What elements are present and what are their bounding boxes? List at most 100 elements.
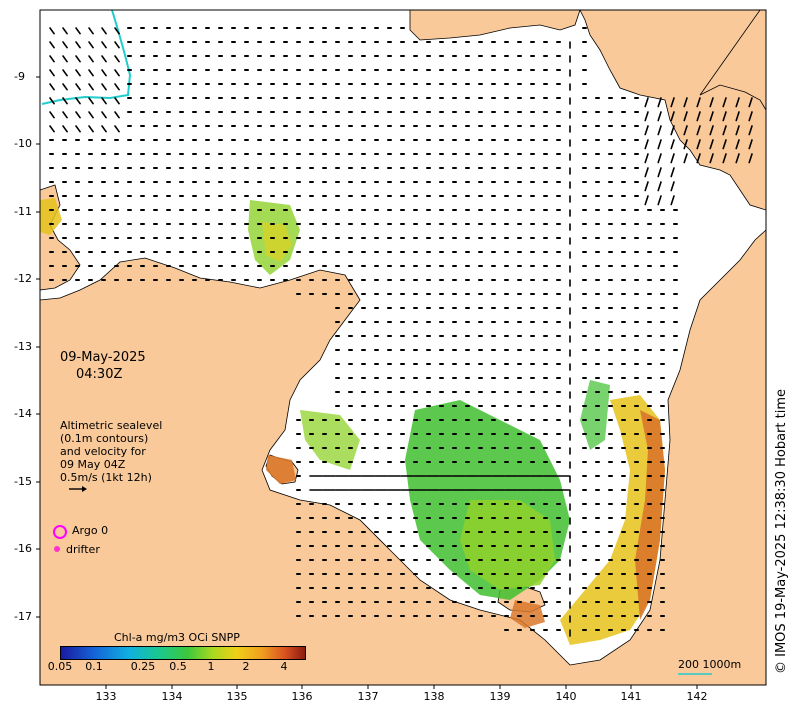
x-tick-label: 142 bbox=[686, 690, 708, 703]
y-tick-label: -10 bbox=[14, 137, 32, 150]
velocity-arrow bbox=[75, 125, 81, 133]
velocity-arrow bbox=[62, 55, 68, 63]
velocity-arrow bbox=[62, 125, 68, 133]
colorbar-tick-label: 0.25 bbox=[130, 660, 156, 673]
velocity-arrow bbox=[75, 97, 81, 105]
x-tick-label: 137 bbox=[357, 690, 379, 703]
velocity-arrow bbox=[62, 83, 68, 91]
velocity-arrow bbox=[644, 153, 649, 164]
velocity-arrow bbox=[683, 139, 688, 150]
velocity-arrow bbox=[49, 111, 55, 119]
velocity-arrow bbox=[709, 97, 714, 108]
axis-ticks bbox=[36, 76, 698, 689]
colorbar-title: Chl-a mg/m3 OCi SNPP bbox=[114, 631, 240, 644]
velocity-arrow bbox=[735, 139, 740, 150]
colorbar-gradient bbox=[60, 646, 306, 660]
argo-marker-icon bbox=[53, 525, 67, 539]
velocity-arrow bbox=[62, 41, 68, 49]
velocity-arrow bbox=[696, 97, 701, 108]
velocity-arrow bbox=[88, 111, 94, 119]
velocity-arrow bbox=[735, 125, 740, 136]
velocity-arrow bbox=[49, 97, 55, 105]
velocity-arrow bbox=[114, 55, 120, 63]
velocity-arrow bbox=[49, 27, 55, 35]
velocity-arrow bbox=[88, 41, 94, 49]
legend-arrow-icon bbox=[69, 486, 87, 492]
legend-line-4: 09 May 04Z bbox=[60, 458, 126, 471]
velocity-arrow bbox=[49, 125, 55, 133]
velocity-arrow bbox=[644, 139, 649, 150]
velocity-arrow bbox=[657, 153, 662, 164]
velocity-arrow bbox=[75, 111, 81, 119]
velocity-arrow bbox=[748, 153, 753, 164]
x-tick-label: 139 bbox=[489, 690, 511, 703]
colorbar-tick-label: 0.05 bbox=[47, 660, 73, 673]
credit-text: © IMOS 19-May-2025 12:38:30 Hobart time bbox=[774, 389, 789, 674]
velocity-arrow bbox=[657, 139, 662, 150]
velocity-arrow bbox=[62, 27, 68, 35]
colorbar-tick-label: 0.1 bbox=[85, 660, 103, 673]
velocity-arrow bbox=[88, 83, 94, 91]
velocity-arrow bbox=[75, 41, 81, 49]
velocity-arrow bbox=[657, 195, 662, 206]
velocity-arrow bbox=[114, 83, 120, 91]
velocity-arrow bbox=[101, 55, 107, 63]
chlorophyll-field bbox=[40, 198, 665, 645]
velocity-arrow bbox=[114, 69, 120, 77]
velocity-arrow bbox=[683, 153, 688, 164]
velocity-arrow bbox=[101, 69, 107, 77]
velocity-arrow bbox=[62, 97, 68, 105]
velocity-arrow bbox=[670, 97, 675, 108]
drifter-label: drifter bbox=[66, 543, 100, 556]
velocity-arrow bbox=[49, 41, 55, 49]
velocity-arrow bbox=[114, 125, 120, 133]
velocity-arrow bbox=[722, 111, 727, 122]
velocity-arrow bbox=[49, 55, 55, 63]
y-tick-label: -14 bbox=[14, 407, 32, 420]
colorbar-tick-label: 2 bbox=[242, 660, 250, 673]
legend-line-1: Altimetric sealevel bbox=[60, 419, 163, 432]
velocity-arrow bbox=[709, 153, 714, 164]
x-tick-label: 135 bbox=[226, 690, 248, 703]
velocity-arrow bbox=[114, 97, 120, 105]
velocity-arrow bbox=[644, 181, 649, 192]
y-tick-label: -13 bbox=[14, 340, 32, 353]
y-tick-label: -9 bbox=[14, 70, 25, 83]
x-tick-label: 138 bbox=[423, 690, 445, 703]
y-tick-label: -17 bbox=[14, 610, 32, 623]
velocity-arrow bbox=[696, 125, 701, 136]
velocity-arrow bbox=[683, 97, 688, 108]
x-tick-label: 141 bbox=[620, 690, 642, 703]
velocity-arrow bbox=[657, 167, 662, 178]
velocity-arrow bbox=[88, 55, 94, 63]
velocity-arrow bbox=[696, 139, 701, 150]
map-time: 04:30Z bbox=[76, 367, 123, 382]
velocity-arrow bbox=[722, 153, 727, 164]
x-tick-label: 134 bbox=[161, 690, 183, 703]
velocity-arrow bbox=[722, 97, 727, 108]
velocity-arrows bbox=[49, 27, 753, 637]
legend-line-3: and velocity for bbox=[60, 445, 146, 458]
velocity-arrow bbox=[644, 97, 649, 108]
velocity-arrow bbox=[657, 125, 662, 136]
map-date: 09-May-2025 bbox=[60, 350, 146, 365]
velocity-arrow bbox=[670, 167, 675, 178]
colorbar-tick-label: 4 bbox=[280, 660, 288, 673]
colorbar: Chl-a mg/m3 OCi SNPP 0.05 0.1 0.25 0.5 1 2 4 bbox=[48, 631, 306, 676]
y-tick-label: -15 bbox=[14, 475, 32, 488]
velocity-arrow bbox=[644, 125, 649, 136]
velocity-arrow bbox=[88, 27, 94, 35]
velocity-arrow bbox=[101, 27, 107, 35]
velocity-arrow bbox=[75, 55, 81, 63]
colorbar-tick-label: 0.5 bbox=[169, 660, 187, 673]
velocity-arrow bbox=[114, 27, 120, 35]
velocity-arrow bbox=[670, 181, 675, 192]
velocity-arrow bbox=[735, 111, 740, 122]
velocity-arrow bbox=[62, 111, 68, 119]
velocity-arrow bbox=[101, 41, 107, 49]
velocity-arrow bbox=[644, 195, 649, 206]
velocity-arrow bbox=[101, 111, 107, 119]
y-tick-label: -11 bbox=[14, 205, 32, 218]
